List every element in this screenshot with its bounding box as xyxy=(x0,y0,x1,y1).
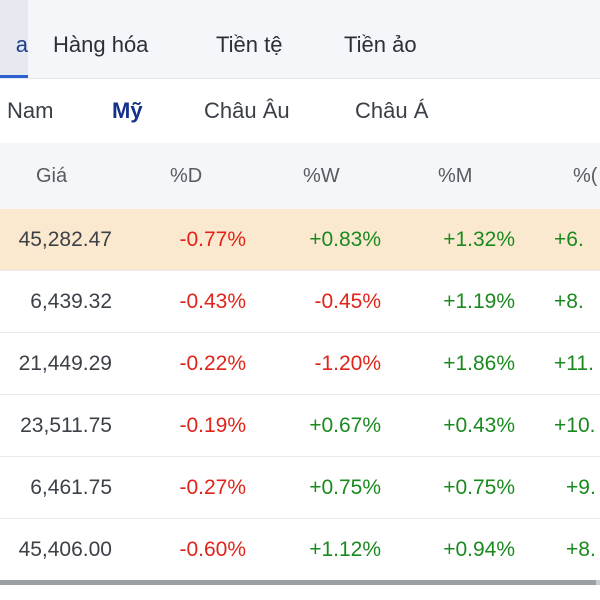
table-row[interactable]: 6,439.32 -0.43% -0.45% +1.19% +8. xyxy=(0,271,600,333)
table-row[interactable]: 21,449.29 -0.22% -1.20% +1.86% +11. xyxy=(0,333,600,395)
day-change-cell: -0.43% xyxy=(179,290,246,313)
day-change-cell: -0.19% xyxy=(179,414,246,437)
week-change-cell: +1.12% xyxy=(309,538,381,561)
column-header-day-change[interactable]: %D xyxy=(170,165,203,187)
tab-region-my[interactable]: Mỹ xyxy=(112,79,143,143)
tab-label: Mỹ xyxy=(112,98,143,123)
horizontal-scrollbar[interactable] xyxy=(0,580,600,600)
day-change-cell: -0.22% xyxy=(179,352,246,375)
tab-label: Châu Á xyxy=(355,98,429,123)
column-header-price[interactable]: Giá xyxy=(36,165,68,187)
tab-label: Châu Âu xyxy=(204,98,290,123)
month-change-cell: +0.43% xyxy=(443,414,515,437)
month-change-cell: +1.86% xyxy=(443,352,515,375)
day-change-cell: -0.27% xyxy=(179,476,246,499)
price-cell: 23,511.75 xyxy=(20,414,112,437)
table-row[interactable]: 45,406.00 -0.60% +1.12% +0.94% +8. xyxy=(0,519,600,581)
tab-crypto[interactable]: Tiền ảo xyxy=(344,0,417,78)
partial-change-cell: +6. xyxy=(554,228,584,251)
week-change-cell: +0.67% xyxy=(309,414,381,437)
scrollbar-thumb[interactable] xyxy=(0,580,596,585)
month-change-cell: +1.19% xyxy=(443,290,515,313)
partial-change-cell: +9. xyxy=(566,476,596,499)
day-change-cell: -0.60% xyxy=(179,538,246,561)
month-change-cell: +0.75% xyxy=(443,476,515,499)
tab-label: Tiền ảo xyxy=(344,32,417,57)
category-tab-bar: a Hàng hóa Tiền tệ Tiền ảo xyxy=(0,0,600,79)
table-row[interactable]: 6,461.75 -0.27% +0.75% +0.75% +9. xyxy=(0,457,600,519)
tab-region-nam[interactable]: Nam xyxy=(7,79,53,143)
month-change-cell: +0.94% xyxy=(443,538,515,561)
price-cell: 21,449.29 xyxy=(18,352,112,375)
partial-change-cell: +11. xyxy=(554,352,594,375)
price-cell: 45,282.47 xyxy=(18,228,112,251)
tab-label: Hàng hóa xyxy=(53,32,149,57)
partial-change-cell: +8. xyxy=(566,538,596,561)
price-cell: 45,406.00 xyxy=(18,538,112,561)
partial-change-cell: +8. xyxy=(554,290,584,313)
price-cell: 6,461.75 xyxy=(30,476,112,499)
table-row[interactable]: 45,282.47 -0.77% +0.83% +1.32% +6. xyxy=(0,209,600,271)
column-header-week-change[interactable]: %W xyxy=(303,165,340,187)
tab-region-chau-a[interactable]: Châu Á xyxy=(355,79,428,143)
month-change-cell: +1.32% xyxy=(443,228,515,251)
column-header-month-change[interactable]: %M xyxy=(438,165,473,187)
partial-change-cell: +10. xyxy=(554,414,596,437)
day-change-cell: -0.77% xyxy=(179,228,246,251)
tab-label: Nam xyxy=(7,98,54,123)
column-header-partial[interactable]: %( xyxy=(573,165,598,187)
week-change-cell: -1.20% xyxy=(314,352,381,375)
tab-currencies[interactable]: Tiền tệ xyxy=(216,0,282,78)
tab-label: Tiền tệ xyxy=(216,32,283,57)
table-header: Giá %D %W %M %( xyxy=(0,143,600,209)
tab-commodities[interactable]: Hàng hóa xyxy=(53,0,148,78)
quotes-table-body: 45,282.47 -0.77% +0.83% +1.32% +6. 6,439… xyxy=(0,209,600,581)
week-change-cell: -0.45% xyxy=(314,290,381,313)
table-row[interactable]: 23,511.75 -0.19% +0.67% +0.43% +10. xyxy=(0,395,600,457)
week-change-cell: +0.75% xyxy=(309,476,381,499)
tab-category-partial-active[interactable]: a xyxy=(0,0,28,78)
tab-label: a xyxy=(15,32,28,57)
tab-region-chau-au[interactable]: Châu Âu xyxy=(204,79,290,143)
week-change-cell: +0.83% xyxy=(309,228,381,251)
region-tab-bar: Nam Mỹ Châu Âu Châu Á xyxy=(0,79,600,144)
price-cell: 6,439.32 xyxy=(30,290,112,313)
